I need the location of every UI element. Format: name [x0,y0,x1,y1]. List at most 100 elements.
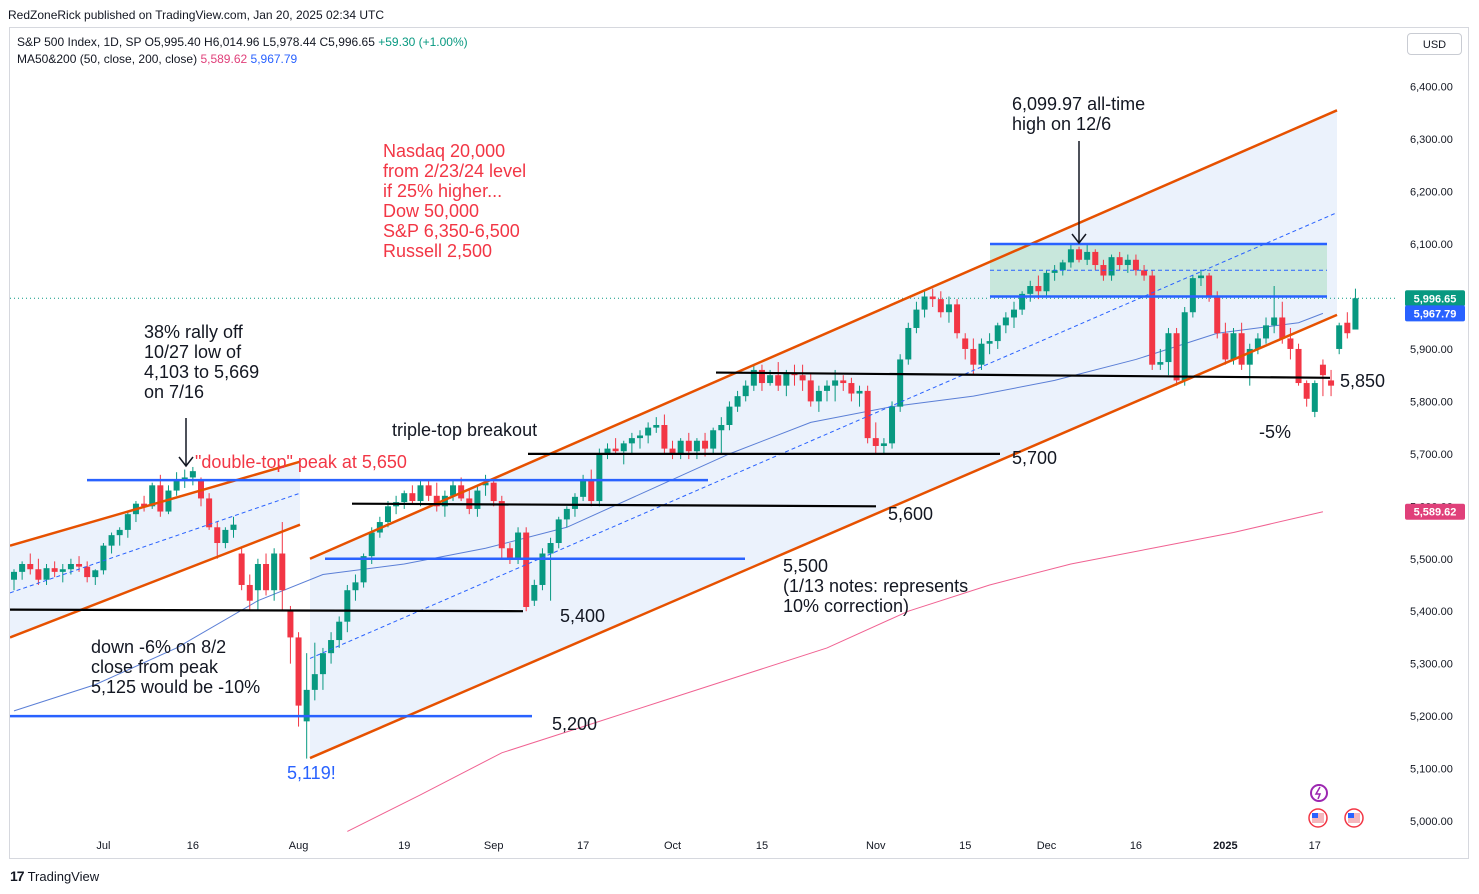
candle-body [726,406,733,426]
main-channel-mid [309,212,1338,659]
candle-body [1092,251,1099,266]
candle-body [653,425,660,428]
candle-body [490,482,497,502]
candle-body [1067,249,1074,263]
left-channel-fill [10,461,300,638]
candle-body [271,553,278,591]
candle-body [1059,262,1066,271]
candle-body [523,532,530,608]
symbol-legend-row[interactable]: S&P 500 Index, 1D, SP O5,995.40 H6,014.9… [17,34,468,51]
x-tick-label: 15 [959,840,971,852]
annotation-nasdaq-line: S&P 6,350-6,500 [383,221,520,241]
candle-body [51,568,58,572]
candle-body [929,296,936,300]
candle-body [954,304,961,334]
candle-body [1238,333,1245,365]
candle-body [856,390,863,394]
x-tick-label: 17 [577,840,589,852]
candle-body [1019,293,1026,310]
level-5400-line [10,608,524,613]
x-tick-label: 19 [398,840,410,852]
candle-body [693,440,700,452]
candle-body [1319,364,1326,376]
candle-body [1279,317,1286,339]
candle-body [547,543,554,554]
ma-label: MA50&200 (50, close, 200, close) [17,52,198,66]
annotation-ath-line: 6,099.97 all-time [1012,94,1145,114]
candle-body [27,563,34,570]
ohlc-open: O5,995.40 [144,35,201,49]
candle-body [637,435,644,439]
left-channel-upper [10,460,301,547]
ma200-price-tag-bg [1405,305,1465,322]
candle-body [1246,348,1253,365]
level-5850-line [715,371,1331,379]
candle-body [563,508,570,520]
candle-body [1189,278,1196,313]
candle-body [43,568,50,580]
chart-legend: S&P 500 Index, 1D, SP O5,995.40 H6,014.9… [17,34,468,68]
level-label: 5,200 [552,714,597,734]
ohlc-low: L5,978.44 [262,35,317,49]
lightning-icon [1310,784,1328,802]
candle-body [336,621,343,641]
candle-body [1124,259,1131,266]
y-tick-label: 5,800.00 [1410,396,1453,408]
candle-body [303,689,310,722]
candle-body [230,524,237,530]
candle-body [1141,270,1148,276]
candle-body [100,545,107,571]
currency-button[interactable]: USD [1407,33,1462,55]
candle-body [214,527,221,544]
x-tick-label: 2025 [1213,840,1237,852]
candle-body [596,453,603,502]
y-tick-label: 5,700.00 [1410,449,1453,461]
publisher-line: RedZoneRick published on TradingView.com… [8,8,385,22]
ma50-value: 5,589.62 [200,52,248,66]
candle-body [1263,325,1270,339]
annotation-nasdaq-line: Dow 50,000 [383,201,479,221]
candle-body [482,482,489,486]
candle-body [1084,251,1091,260]
y-tick-label: 5,500.00 [1410,554,1453,566]
x-tick-label: Oct [664,840,681,852]
candle-body [295,637,302,706]
ma-legend-row[interactable]: MA50&200 (50, close, 200, close) 5,589.6… [17,51,468,68]
candle-body [889,406,896,444]
candle-body [555,519,562,544]
candle-body [108,535,115,546]
x-tick-label: Aug [289,840,309,852]
annotation-nasdaq-line: Nasdaq 20,000 [383,141,505,161]
candle-body [612,448,619,452]
candle-body [19,563,26,572]
candle-body [344,590,351,622]
candle-body [669,448,676,454]
ma200-line [347,511,1324,832]
lightning-icon-bolt [1314,786,1322,800]
candle-body [1230,333,1237,360]
candle-body [807,380,814,402]
candle-body [311,674,318,690]
ath-arrow-head [1071,233,1087,245]
candle-body [425,485,432,496]
candle-body [1010,309,1017,318]
x-tick-label: Dec [1037,840,1057,852]
candle-body [1303,383,1310,399]
candle-body [141,503,148,507]
candle-body [978,343,985,365]
annotation-rally-line: 38% rally off [144,322,244,342]
candle-body [1344,322,1351,334]
y-tick-label: 5,300.00 [1410,659,1453,671]
candle-body [1352,298,1359,330]
annotation-nasdaq-line: from 2/23/24 level [383,161,526,181]
candle-body [832,380,839,386]
candle-body [1043,272,1050,292]
candle-body [677,440,684,454]
candle-body [246,584,253,601]
ma200-price-tag: 5,967.79 [1414,308,1457,320]
rally-arrow-head [178,456,194,468]
annotation-down6-line: down -6% on 8/2 [91,637,226,657]
x-tick-label: 16 [187,840,199,852]
annotation-triple-top: triple-top breakout [392,420,537,440]
